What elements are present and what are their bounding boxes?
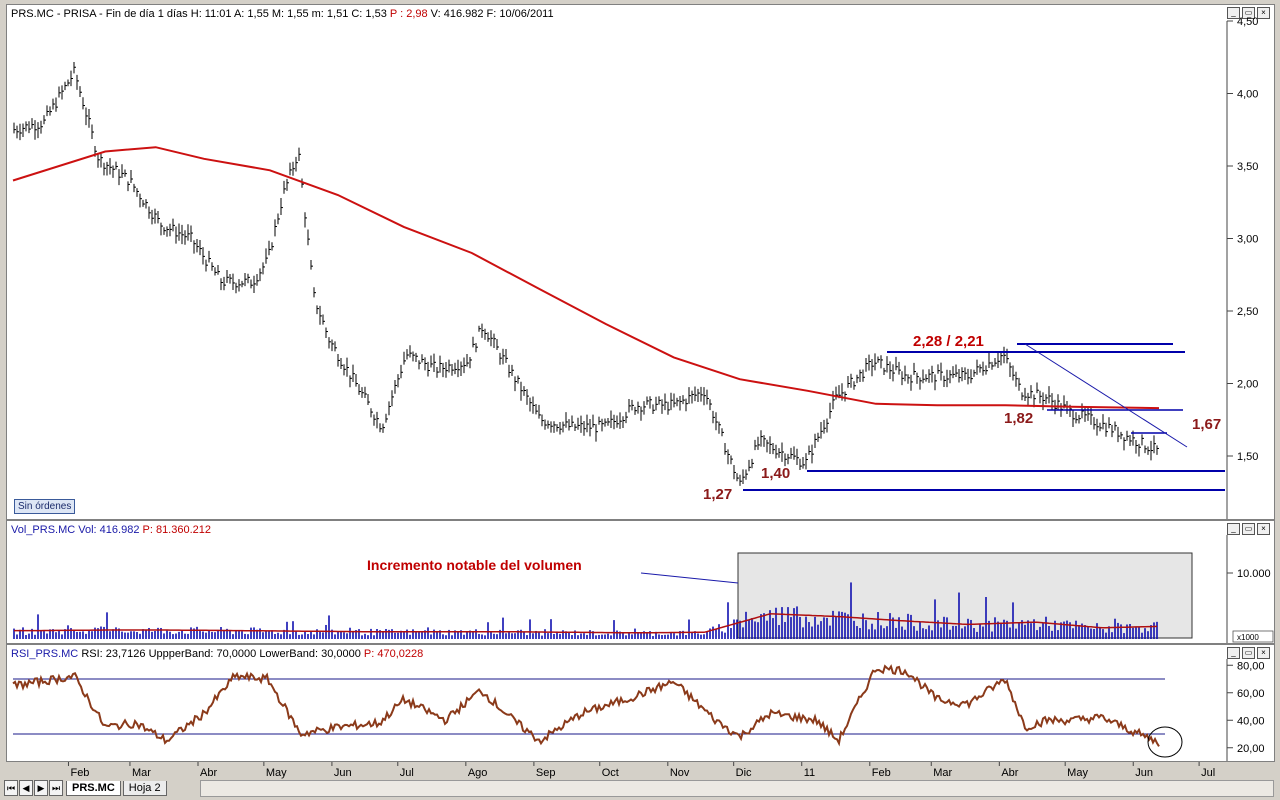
price-chart: 1,50 2,00 2,50 3,00 3,50 4,00 4,50 2,28 / 2,21… — [12, 16, 1258, 519]
volume-title-name: Vol_PRS.MC — [11, 524, 76, 536]
minimize-button[interactable]: _ — [1227, 523, 1240, 535]
x-axis-month-label: Mar — [933, 767, 952, 779]
next-sheet-button[interactable]: ▶ — [34, 780, 48, 796]
restore-button[interactable]: ▭ — [1242, 647, 1255, 659]
volume-title-p: P: 81.360.212 — [142, 524, 212, 536]
minimize-button[interactable]: _ — [1227, 7, 1240, 19]
price-title-p: P : 2,98 — [389, 8, 428, 20]
rsi-panel-title: RSI_PRS.MC RSI: 23,7126 UppperBand: 70,0… — [11, 648, 423, 660]
x-axis-month-label: 11 — [804, 767, 815, 779]
trend-line — [1024, 343, 1188, 448]
price-window-buttons: _ ▭ × — [1227, 7, 1270, 19]
rsi-y-tick: 20,00 — [1237, 743, 1265, 755]
x-axis-month-label: Dic — [736, 767, 752, 779]
rsi-chart: 20,00 40,00 60,00 80,00 — [12, 659, 1265, 761]
volume-annotation-pointer — [640, 572, 739, 584]
first-sheet-button[interactable]: ⏮ — [4, 780, 18, 796]
price-title-stats: H: 11:01 A: 1,55 M: 1,55 m: 1,51 C: 1,53 — [190, 8, 387, 20]
rsi-line — [12, 664, 1160, 747]
rsi-window-buttons: _ ▭ × — [1227, 647, 1270, 659]
rsi-panel: RSI_PRS.MC RSI: 23,7126 UppperBand: 70,0… — [6, 644, 1275, 762]
tab-prs-mc[interactable]: PRS.MC — [66, 780, 121, 796]
x-axis-month-label: Feb — [70, 767, 89, 779]
minimize-button[interactable]: _ — [1227, 647, 1240, 659]
sheet-tab-bar: ⏮ ◀ ▶ ⏭ PRS.MC Hoja 2 — [4, 779, 167, 797]
x-axis-month-label: Abr — [200, 767, 217, 779]
rsi-y-tick: 40,00 — [1237, 715, 1265, 727]
x-axis-month-label: Oct — [602, 767, 619, 779]
x-axis-month-label: Nov — [670, 767, 690, 779]
x-axis-month-label: May — [266, 767, 287, 779]
close-button[interactable]: × — [1257, 523, 1270, 535]
price-y-tick: 2,00 — [1237, 379, 1258, 391]
annotation-127: 1,27 — [703, 486, 732, 503]
rsi-y-tick: 60,00 — [1237, 688, 1265, 700]
annotation-167: 1,67 — [1192, 416, 1221, 433]
annotation-228-221: 2,28 / 2,21 — [913, 333, 984, 350]
rsi-title-lower: LowerBand: 30,0000 — [259, 648, 361, 660]
annotation-182: 1,82 — [1004, 410, 1033, 427]
price-panel: PRS.MC - PRISA - Fin de día 1 días H: 11… — [6, 4, 1275, 520]
annotation-140: 1,40 — [761, 465, 790, 482]
volume-annotation: Incremento notable del volumen — [367, 557, 582, 573]
price-panel-title: PRS.MC - PRISA - Fin de día 1 días H: 11… — [11, 8, 554, 20]
restore-button[interactable]: ▭ — [1242, 523, 1255, 535]
rsi-title-p: P: 470,0228 — [363, 648, 424, 660]
x-axis-month-label: Abr — [1001, 767, 1018, 779]
price-y-tick: 1,50 — [1237, 451, 1258, 463]
volume-multiplier: x1000 — [1237, 633, 1259, 642]
prev-sheet-button[interactable]: ◀ — [19, 780, 33, 796]
x-axis: Feb Mar Abr May Jun Jul Ago Sep Oct Nov Dic 11 Feb Ma… — [67, 762, 1215, 779]
volume-title-value: Vol: 416.982 — [78, 524, 140, 536]
restore-button[interactable]: ▭ — [1242, 7, 1255, 19]
volume-panel: Vol_PRS.MC Vol: 416.982 P: 81.360.212 _ … — [6, 520, 1275, 644]
volume-chart: 10.000 Incremento notable del volumen x1… — [13, 535, 1274, 643]
price-y-tick: 2,50 — [1237, 306, 1258, 318]
horizontal-scrollbar[interactable] — [200, 780, 1274, 797]
x-axis-month-label: Jul — [400, 767, 414, 779]
x-axis-month-label: May — [1067, 767, 1088, 779]
x-axis-month-label: Jun — [334, 767, 352, 779]
price-y-tick: 3,00 — [1237, 234, 1258, 246]
tab-hoja-2[interactable]: Hoja 2 — [122, 780, 167, 796]
last-sheet-button[interactable]: ⏭ — [49, 780, 63, 796]
moving-average-line — [12, 146, 1160, 410]
volume-panel-title: Vol_PRS.MC Vol: 416.982 P: 81.360.212 — [11, 524, 211, 536]
close-button[interactable]: × — [1257, 7, 1270, 19]
rsi-title-upper: UppperBand: 70,0000 — [148, 648, 257, 660]
support-resistance-lines — [743, 343, 1225, 491]
volume-y-tick: 10.000 — [1237, 568, 1271, 580]
rsi-title-name: RSI_PRS.MC — [11, 648, 79, 660]
rsi-oversold-circle — [1147, 726, 1183, 758]
x-axis-month-label: Ago — [468, 767, 488, 779]
rsi-title-value: RSI: 23,7126 — [81, 648, 146, 660]
price-y-tick: 4,00 — [1237, 89, 1258, 101]
x-axis-month-label: Sep — [536, 767, 556, 779]
close-button[interactable]: × — [1257, 647, 1270, 659]
x-axis-month-label: Mar — [132, 767, 151, 779]
x-axis-month-label: Jul — [1201, 767, 1215, 779]
price-title-prefix: PRS.MC - PRISA - Fin de día 1 días — [11, 8, 188, 20]
price-title-tail: V: 416.982 F: 10/06/2011 — [430, 8, 554, 20]
orders-status-button[interactable]: Sin órdenes — [14, 499, 76, 514]
price-y-tick: 4,50 — [1237, 16, 1258, 28]
rsi-y-tick: 80,00 — [1237, 660, 1265, 672]
x-axis-month-label: Feb — [872, 767, 891, 779]
volume-moving-average — [14, 613, 1158, 634]
x-axis-month-label: Jun — [1135, 767, 1153, 779]
volume-window-buttons: _ ▭ × — [1227, 523, 1270, 535]
price-y-tick: 3,50 — [1237, 161, 1258, 173]
